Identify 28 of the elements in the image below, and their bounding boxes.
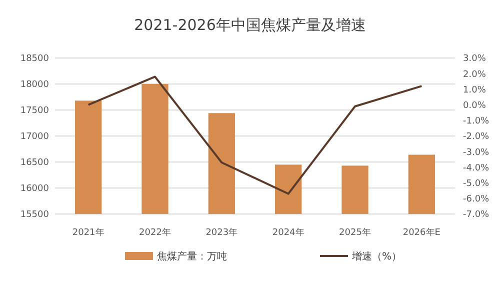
y2-tick-label: -2.0% <box>463 132 490 142</box>
chart-title: 2021-2026年中国焦煤产量及增速 <box>134 16 366 34</box>
y2-tick-label: -3.0% <box>463 148 490 158</box>
y2-tick-label: 3.0% <box>463 54 486 64</box>
y-tick-label: 16000 <box>20 184 50 194</box>
y-tick-label: 15500 <box>20 210 50 220</box>
y-tick-label: 18000 <box>20 80 50 90</box>
x-tick-label: 2024年 <box>272 227 304 238</box>
y-tick-label: 17000 <box>20 132 50 142</box>
legend-label: 焦煤产量：万吨 <box>157 250 227 262</box>
x-tick-label: 2021年 <box>72 227 104 238</box>
y2-tick-label: -5.0% <box>463 178 490 189</box>
x-tick-label: 2022年 <box>139 227 171 238</box>
y-tick-label: 18500 <box>20 54 50 64</box>
y-tick-label: 17500 <box>20 106 50 116</box>
y2-tick-label: 0.0% <box>463 100 486 111</box>
y2-tick-label: -1.0% <box>463 116 490 127</box>
y2-tick-label: 2.0% <box>463 70 486 80</box>
y2-tick-label: -7.0% <box>463 210 490 220</box>
y2-tick-label: -4.0% <box>463 163 490 174</box>
x-tick-label: 2026年E <box>402 227 441 238</box>
y2-tick-label: 1.0% <box>463 85 486 96</box>
y-tick-label: 16500 <box>20 158 50 168</box>
y2-tick-label: -6.0% <box>463 194 490 205</box>
x-tick-label: 2025年 <box>339 227 371 238</box>
legend-label: 增速（%） <box>351 250 402 262</box>
x-tick-label: 2023年 <box>206 227 238 238</box>
line-series <box>87 76 423 195</box>
